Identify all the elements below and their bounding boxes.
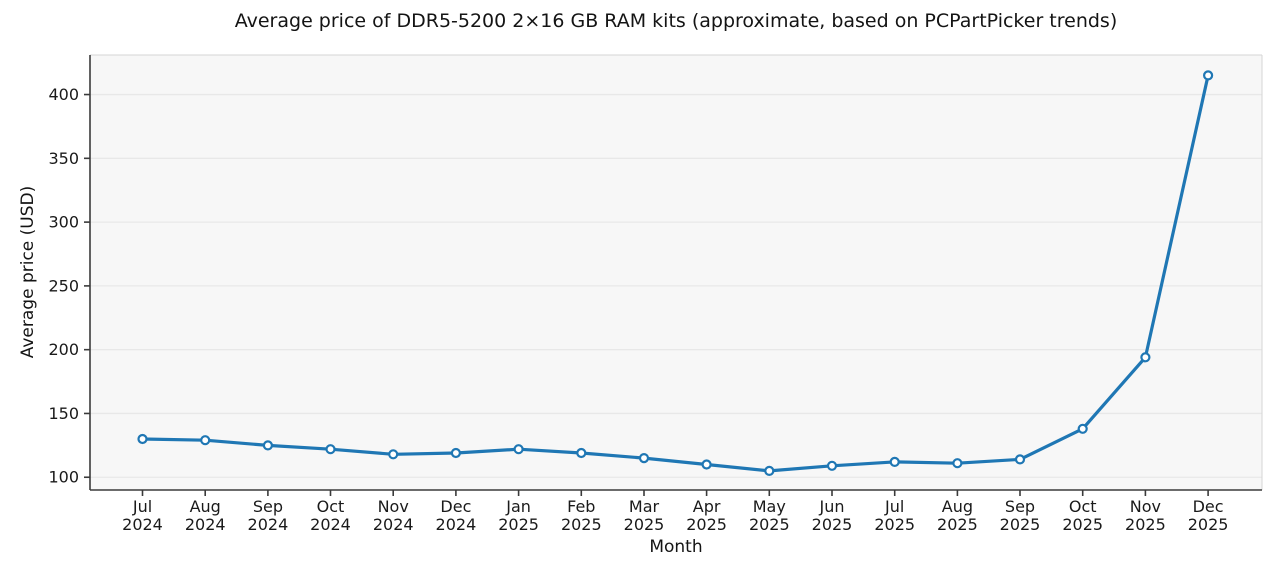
x-tick-label: Sep 2024 — [248, 497, 289, 534]
y-tick-label: 150 — [48, 404, 79, 423]
plot-area — [90, 55, 1262, 490]
data-point-marker — [889, 456, 900, 467]
data-point-marker — [513, 444, 524, 455]
data-point-marker — [1077, 423, 1088, 434]
data-point-marker — [137, 433, 148, 445]
x-tick-label: Mar 2025 — [624, 497, 665, 534]
x-tick-label: Aug 2024 — [185, 497, 226, 534]
price-line — [140, 73, 1210, 473]
data-point-marker — [450, 447, 461, 459]
x-tick-label: Jan 2025 — [498, 497, 539, 534]
data-point-marker — [826, 460, 838, 471]
data-point-marker — [388, 449, 399, 460]
x-tick-label: Feb 2025 — [561, 497, 602, 534]
y-tick-label: 400 — [48, 85, 79, 104]
x-tick-label: Sep 2025 — [1000, 497, 1041, 534]
data-point-marker — [638, 453, 650, 464]
x-tick-label: Jul 2024 — [122, 497, 163, 534]
x-tick-label: Aug 2025 — [937, 497, 978, 534]
data-point-marker — [952, 458, 963, 469]
chart-title: Average price of DDR5-5200 2×16 GB RAM k… — [234, 10, 1118, 32]
y-tick-label: 200 — [48, 340, 79, 359]
data-point-marker — [701, 459, 712, 470]
x-tick-label: Nov 2024 — [373, 497, 414, 534]
x-tick-label: Jun 2025 — [812, 497, 853, 534]
data-point-marker — [262, 440, 273, 451]
y-tick-label: 350 — [48, 149, 79, 168]
x-tick-label: Nov 2025 — [1125, 497, 1166, 534]
x-tick-label: Dec 2024 — [436, 497, 477, 534]
data-point-marker — [325, 444, 336, 455]
x-axis-label: Month — [649, 537, 703, 557]
data-point-marker — [576, 447, 587, 459]
data-point-marker — [1140, 352, 1151, 363]
data-point-marker — [1014, 454, 1026, 465]
x-tick-label: Apr 2025 — [686, 497, 727, 534]
x-tick-label: May 2025 — [749, 497, 790, 534]
x-tick-label: Dec 2025 — [1188, 497, 1229, 534]
x-tick-label: Oct 2025 — [1062, 497, 1103, 534]
data-point-marker — [1202, 70, 1214, 81]
x-tick-label: Jul 2025 — [874, 497, 915, 534]
data-point-marker — [764, 465, 775, 476]
y-tick-label: 100 — [48, 468, 79, 487]
y-tick-label: 300 — [48, 213, 79, 232]
x-tick-label: Oct 2024 — [310, 497, 351, 534]
y-tick-label: 250 — [48, 276, 79, 295]
data-point-marker — [200, 435, 211, 446]
